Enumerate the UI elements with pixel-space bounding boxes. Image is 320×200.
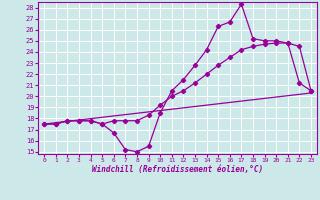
X-axis label: Windchill (Refroidissement éolien,°C): Windchill (Refroidissement éolien,°C) [92, 165, 263, 174]
